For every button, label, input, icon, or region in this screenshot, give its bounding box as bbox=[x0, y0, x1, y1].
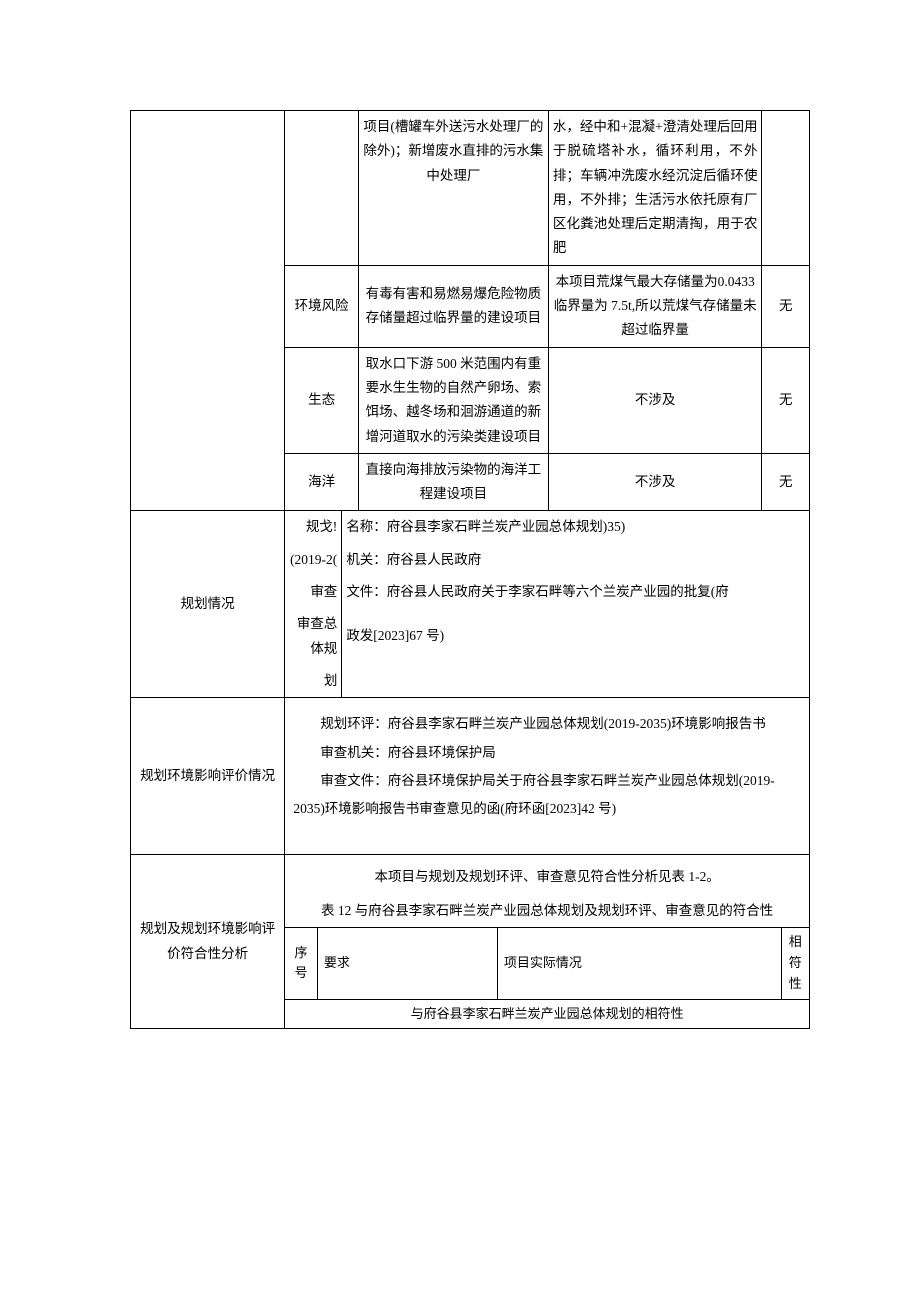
conformity-table: 序号 要求 项目实际情况 相符性 与府谷县李家石畔兰炭产业园总体规划的相符性 bbox=[285, 927, 809, 1028]
cell-category bbox=[131, 111, 285, 511]
cell: 直接向海排放污染物的海洋工程建设项目 bbox=[358, 453, 548, 511]
cell: 有毒有害和易燃易爆危险物质存储量超过临界量的建设项目 bbox=[358, 265, 548, 347]
col-actual: 项目实际情况 bbox=[497, 928, 781, 999]
planning-row: 规划情况 规戈!名称：府谷县李家石畔兰炭产业园总体规划)35) (2019-2(… bbox=[131, 511, 810, 698]
table-header-row: 序号 要求 项目实际情况 相符性 bbox=[285, 928, 809, 999]
conformity-intro: 本项目与规划及规划环评、审查意见符合性分析见表 1-2。 bbox=[289, 863, 805, 891]
planning-label: 规划情况 bbox=[131, 511, 285, 698]
conformity-label: 规划及规划环境影响评价符合性分析 bbox=[131, 854, 285, 1029]
conformity-caption: 表 12 与府谷县李家石畔兰炭产业园总体规划及规划环评、审查意见的符合性 bbox=[289, 897, 805, 925]
cell: 无 bbox=[762, 265, 810, 347]
planning-content: 规戈!名称：府谷县李家石畔兰炭产业园总体规划)35) (2019-2(机关：府谷… bbox=[285, 511, 810, 698]
cell: 取水口下游 500 米范围内有重要水生生物的自然产卵场、索饵场、越冬场和洄游通道… bbox=[358, 347, 548, 453]
cell: 生态 bbox=[285, 347, 359, 453]
cell: 环境风险 bbox=[285, 265, 359, 347]
eia-content: 规划环评：府谷县李家石畔兰炭产业园总体规划(2019-2035)环境影响报告书 … bbox=[285, 698, 810, 854]
cell: 海洋 bbox=[285, 453, 359, 511]
cell bbox=[762, 111, 810, 266]
cell: 项目(槽罐车外送污水处理厂的除外)；新增废水直排的污水集中处理厂 bbox=[358, 111, 548, 266]
planning-inner: 规戈!名称：府谷县李家石畔兰炭产业园总体规划)35) (2019-2(机关：府谷… bbox=[285, 511, 809, 697]
cell: 不涉及 bbox=[548, 347, 762, 453]
eia-p1: 规划环评：府谷县李家石畔兰炭产业园总体规划(2019-2035)环境影响报告书 bbox=[293, 710, 801, 738]
cell: 本项目荒煤气最大存储量为0.0433 临界量为 7.5t,所以荒煤气存储量未超过… bbox=[548, 265, 762, 347]
cell: 不涉及 bbox=[548, 453, 762, 511]
table-row: 项目(槽罐车外送污水处理厂的除外)；新增废水直排的污水集中处理厂 水，经中和+混… bbox=[131, 111, 810, 266]
col-conf: 相符性 bbox=[781, 928, 809, 999]
eia-p2: 审查机关：府谷县环境保护局 bbox=[293, 739, 801, 767]
conformity-content: 本项目与规划及规划环评、审查意见符合性分析见表 1-2。 表 12 与府谷县李家… bbox=[285, 854, 810, 1029]
table-subheader-row: 与府谷县李家石畔兰炭产业园总体规划的相符性 bbox=[285, 999, 809, 1028]
cell: 无 bbox=[762, 347, 810, 453]
cell: 水，经中和+混凝+澄清处理后回用于脱硫塔补水，循环利用，不外排；车辆冲洗废水经沉… bbox=[548, 111, 762, 266]
eia-label: 规划环境影响评价情况 bbox=[131, 698, 285, 854]
main-table: 项目(槽罐车外送污水处理厂的除外)；新增废水直排的污水集中处理厂 水，经中和+混… bbox=[130, 110, 810, 1029]
eia-p3: 审查文件：府谷县环境保护局关于府谷县李家石畔兰炭产业园总体规划(2019-203… bbox=[293, 767, 801, 824]
col-req: 要求 bbox=[317, 928, 497, 999]
col-seq: 序号 bbox=[285, 928, 317, 999]
conformity-row: 规划及规划环境影响评价符合性分析 本项目与规划及规划环评、审查意见符合性分析见表… bbox=[131, 854, 810, 1029]
cell: 无 bbox=[762, 453, 810, 511]
cell bbox=[285, 111, 359, 266]
subheader: 与府谷县李家石畔兰炭产业园总体规划的相符性 bbox=[285, 999, 809, 1028]
eia-row: 规划环境影响评价情况 规划环评：府谷县李家石畔兰炭产业园总体规划(2019-20… bbox=[131, 698, 810, 854]
